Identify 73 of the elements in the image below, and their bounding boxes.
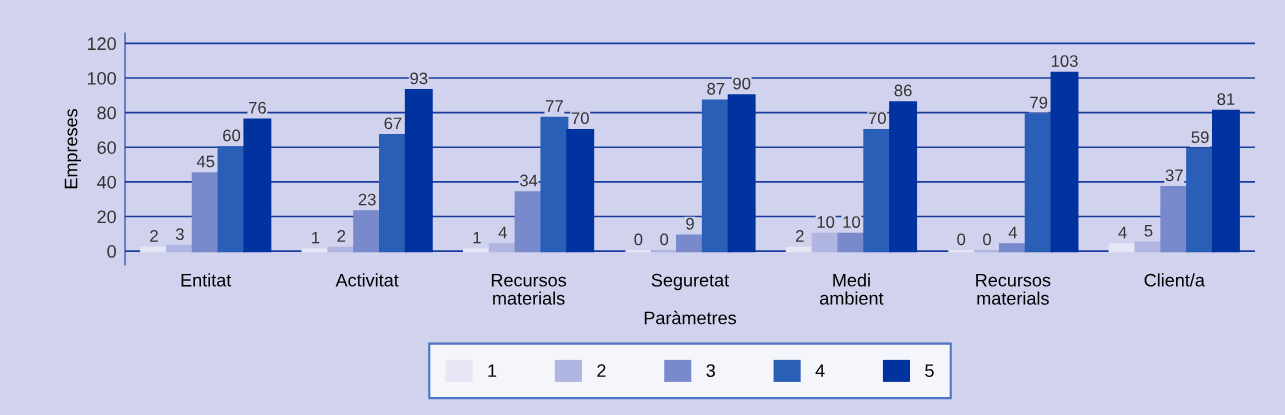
x-tick-label: Recursos materials [976, 274, 1051, 305]
bar [998, 243, 1027, 253]
data-label: 90 [733, 77, 751, 90]
legend-label: 1 [488, 364, 497, 377]
legend-label: 4 [815, 364, 825, 377]
legend-label: 5 [925, 364, 934, 378]
data-label: 3 [175, 228, 184, 241]
y-tick-label: 100 [87, 71, 116, 85]
data-label: 45 [196, 155, 215, 168]
bar [566, 128, 595, 253]
data-label: 0 [957, 233, 966, 246]
bar [727, 94, 756, 253]
data-label: 93 [410, 72, 428, 85]
bar [1024, 113, 1053, 253]
y-axis-title: Empreses [64, 109, 81, 189]
data-label: 1 [473, 231, 481, 244]
data-label: 103 [1051, 55, 1078, 67]
y-tick-label: 60 [97, 141, 116, 154]
data-label: 4 [1008, 226, 1017, 239]
bar [863, 128, 892, 253]
bar [1160, 186, 1189, 253]
data-label: 87 [707, 82, 725, 95]
x-tick-label: Activitat [335, 273, 399, 287]
data-label: 70 [571, 112, 589, 125]
y-tick-label: 80 [97, 106, 116, 120]
data-label: 1 [312, 231, 320, 244]
bar [404, 89, 433, 253]
data-label: 34 [519, 174, 538, 187]
bar [1186, 147, 1215, 253]
data-label: 76 [248, 101, 266, 114]
bar [243, 118, 272, 253]
data-label: 10 [817, 216, 835, 228]
x-axis-title: Paràmetres [644, 310, 737, 325]
x-tick-label: Medi ambient [820, 273, 884, 305]
bar [837, 232, 866, 253]
y-tick-label: 0 [107, 245, 116, 258]
data-label: 67 [384, 117, 402, 130]
data-label: 9 [686, 217, 694, 230]
data-label: 4 [498, 226, 507, 239]
data-label: 0 [660, 233, 669, 246]
x-tick-label: Entitat [181, 273, 232, 287]
data-label: 81 [1217, 93, 1235, 106]
bar [1211, 109, 1240, 253]
data-label: 4 [1118, 226, 1127, 239]
bar [1134, 241, 1163, 253]
data-label: 77 [545, 100, 563, 112]
legend-label: 2 [597, 364, 606, 377]
bar [165, 244, 194, 253]
data-label: 23 [358, 193, 376, 206]
x-tick-label: Recursos materials [491, 274, 567, 305]
data-label: 2 [337, 229, 346, 242]
bar [488, 243, 517, 253]
data-label: 0 [634, 233, 643, 246]
data-label: 59 [1191, 131, 1209, 144]
bar [676, 234, 704, 253]
data-label: 79 [1030, 96, 1048, 109]
data-label: 86 [894, 84, 912, 97]
data-label: 5 [1144, 224, 1153, 237]
y-tick-label: 120 [87, 37, 116, 51]
data-label: 70 [868, 112, 886, 125]
bar [1108, 243, 1137, 253]
data-label: 37 [1165, 169, 1183, 182]
y-tick-label: 40 [97, 175, 116, 189]
data-label: 0 [983, 233, 992, 246]
legend-label: 3 [706, 364, 715, 378]
x-tick-label: Seguretat [651, 273, 730, 291]
bar [514, 191, 543, 253]
data-label: 60 [223, 129, 241, 142]
y-tick-label: 20 [97, 210, 116, 224]
data-label: 2 [150, 229, 158, 242]
data-label: 2 [795, 229, 804, 242]
data-label: 10 [843, 216, 861, 228]
x-tick-label: Client/a [1144, 273, 1205, 287]
